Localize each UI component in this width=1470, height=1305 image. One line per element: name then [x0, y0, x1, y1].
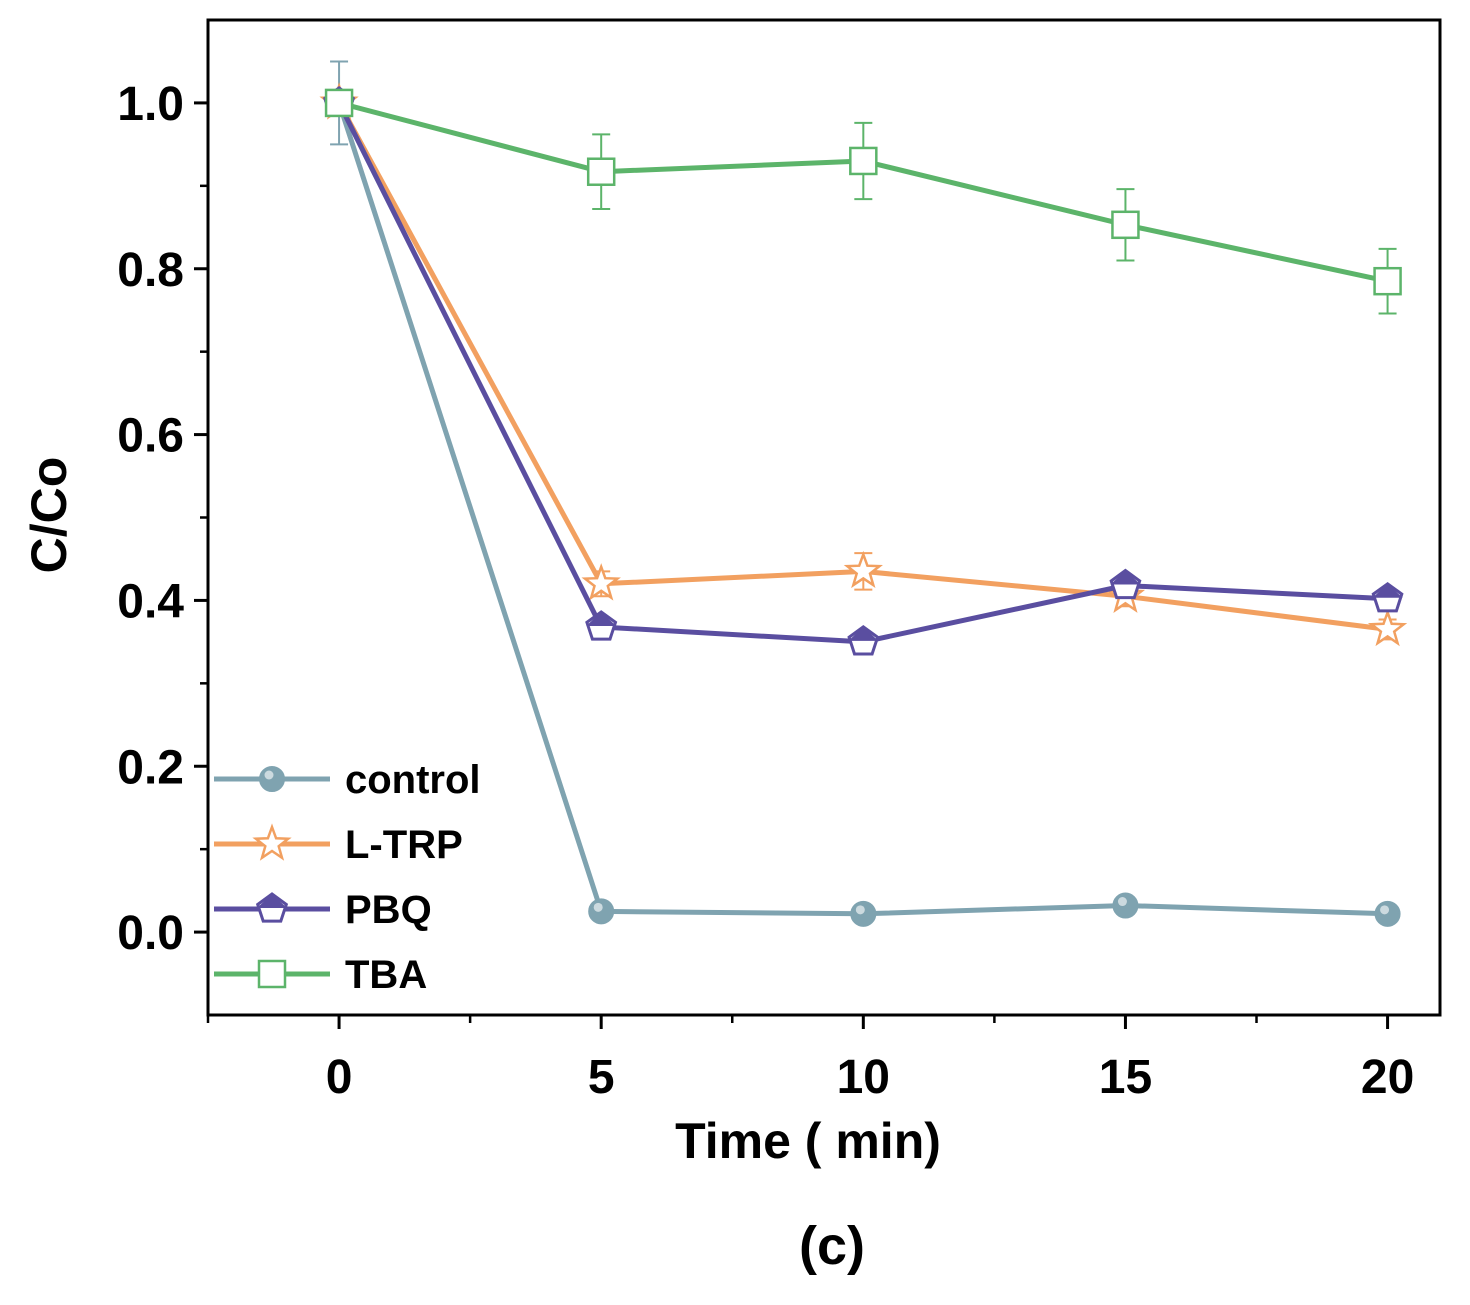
marker-pentagon-top	[257, 894, 287, 908]
x-tick-label: 10	[837, 1051, 890, 1104]
x-tick-label: 20	[1361, 1051, 1414, 1104]
marker-square	[324, 88, 354, 118]
y-tick-label: 0.0	[117, 907, 184, 960]
marker-circle	[1374, 900, 1401, 927]
marker-star	[581, 563, 621, 601]
marker-square	[849, 146, 878, 176]
legend-label: TBA	[345, 953, 427, 997]
marker-pentagon-top	[1372, 583, 1403, 598]
y-tick-label: 0.6	[117, 410, 184, 463]
marker-star	[1367, 608, 1408, 647]
legend-item: control	[214, 758, 481, 802]
marker-pentagon-top	[586, 611, 617, 626]
panel-label: (c)	[799, 1216, 865, 1276]
legend-item: L-TRP	[214, 823, 463, 867]
marker-circle	[1112, 892, 1139, 919]
series-pbq	[323, 86, 1404, 656]
series-line	[336, 102, 1388, 917]
y-tick-label: 0.2	[117, 741, 184, 794]
y-axis-title: C/Co	[21, 457, 77, 574]
marker-circle	[588, 898, 615, 925]
marker-star	[843, 550, 883, 589]
y-tick-label: 1.0	[117, 78, 184, 131]
series-tba	[324, 88, 1402, 315]
x-tick-label: 0	[326, 1051, 353, 1104]
y-tick-label: 0.8	[117, 244, 184, 297]
marker-highlight	[264, 770, 274, 780]
marker-square	[257, 959, 287, 989]
marker-highlight	[855, 905, 865, 915]
marker-highlight	[1117, 897, 1127, 907]
x-tick-label: 5	[588, 1051, 615, 1104]
legend-item: TBA	[214, 953, 427, 997]
marker-highlight	[593, 902, 603, 912]
marker-square	[1111, 210, 1140, 240]
x-axis: 0 5 10 15 20	[206, 1015, 1414, 1104]
series-control	[326, 60, 1401, 927]
marker-pentagon-top	[1110, 570, 1141, 585]
x-axis-title: Time ( min)	[675, 1113, 941, 1169]
y-tick-label: 0.4	[117, 575, 184, 628]
legend-item: PBQ	[214, 888, 432, 932]
marker-highlight	[1380, 905, 1390, 915]
marker-pentagon-top	[848, 626, 879, 641]
marker-square	[586, 157, 616, 186]
marker-circle	[259, 766, 285, 792]
legend-label: control	[345, 758, 481, 802]
legend-label: L-TRP	[345, 823, 463, 867]
marker-star	[252, 823, 292, 861]
legend: control L-TRP PBQ TBA	[214, 758, 481, 997]
marker-circle	[850, 900, 877, 927]
legend-label: PBQ	[345, 888, 432, 932]
marker-square	[1373, 266, 1402, 296]
series-layer	[319, 60, 1408, 927]
x-tick-label: 15	[1099, 1051, 1152, 1104]
y-axis: 0.0 0.2 0.4 0.6 0.8 1.0	[117, 78, 208, 960]
